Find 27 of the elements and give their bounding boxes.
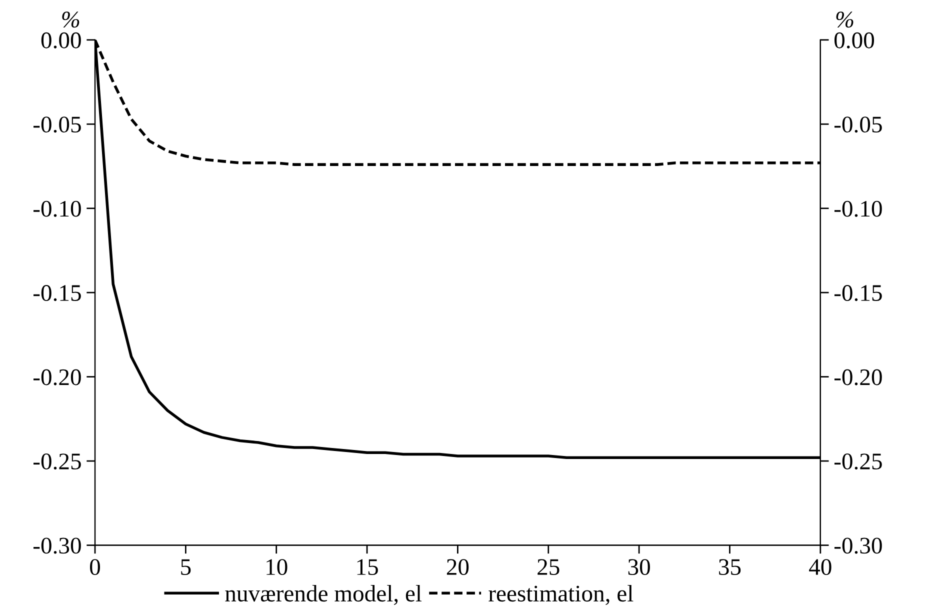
y-tick-label: -0.20 [34, 369, 81, 386]
y2-tick-label: -0.20 [834, 369, 882, 386]
x-tick-label: 0 [90, 559, 100, 576]
y-axis-title: % [62, 12, 80, 28]
y2-tick-label: -0.10 [834, 200, 882, 217]
x-tick-label: 25 [538, 559, 560, 576]
x-tick-label: 30 [628, 559, 650, 576]
y2-axis-title: % [836, 12, 854, 28]
legend-label: reestimation, el [488, 584, 634, 605]
legend-label: nuværende model, el [225, 584, 422, 605]
y-tick-label: -0.05 [34, 116, 81, 133]
x-tick-label: 20 [446, 559, 469, 576]
x-tick-label: 40 [809, 559, 832, 576]
y-tick-label: -0.10 [34, 200, 81, 217]
y2-tick-label: -0.30 [834, 538, 882, 554]
y-tick-label: -0.25 [34, 454, 81, 470]
y-tick-label: -0.15 [34, 285, 81, 302]
y2-tick-label: 0.00 [834, 32, 874, 48]
x-tick-label: 15 [357, 559, 378, 576]
y-tick-label: 0.00 [41, 32, 81, 48]
x-tick-label: 35 [719, 559, 741, 576]
y2-tick-label: -0.05 [834, 116, 882, 133]
y2-tick-label: -0.15 [834, 285, 882, 302]
x-tick-label: 5 [181, 559, 191, 576]
y2-tick-label: -0.25 [834, 454, 882, 470]
y-tick-label: -0.30 [34, 538, 81, 554]
x-tick-label: 10 [266, 559, 288, 576]
